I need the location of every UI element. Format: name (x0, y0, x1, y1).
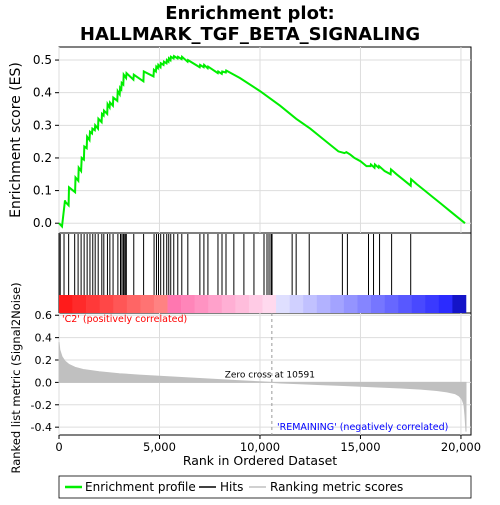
rank-band-segment (99, 295, 114, 313)
rank-band-segment (303, 295, 318, 313)
rank-band-segment (113, 295, 128, 313)
rank-band-segment (276, 295, 290, 313)
rank-band-segment (221, 295, 236, 313)
hit-marks (59, 234, 412, 295)
rank-band-segment (411, 295, 426, 313)
x-axis-label: Rank in Ordered Dataset (183, 453, 337, 468)
es-y-tick-label: 0.4 (33, 86, 52, 100)
rank-band-segment (72, 295, 87, 313)
es-y-tick-label: 0.3 (33, 118, 52, 132)
rank-band-segment (181, 295, 195, 313)
chart-title-line1: Enrichment plot: (165, 3, 335, 24)
rank-band-segment (371, 295, 385, 313)
x-tick-label: 20,000 (441, 440, 481, 454)
metric-area (58, 342, 467, 432)
rank-color-band (59, 295, 467, 313)
rank-band-segment (343, 295, 358, 313)
rank-band-segment (384, 295, 399, 313)
rank-band-segment (167, 295, 182, 313)
rank-band-segment (86, 295, 100, 313)
metric-y-tick-label: -0.2 (31, 399, 52, 412)
metric-y-tick-label: 0.6 (35, 309, 53, 322)
rank-band-segment (330, 295, 345, 313)
neg-corr-label: 'REMAINING' (negatively correlated) (277, 422, 448, 433)
rank-band-segment (438, 295, 453, 313)
metric-y-tick-label: -0.4 (31, 421, 52, 434)
legend-hits-label: Hits (220, 480, 243, 494)
rank-band-segment (262, 295, 277, 313)
es-y-tick-label: 0.0 (33, 216, 52, 230)
es-grid (58, 47, 471, 233)
es-line (58, 54, 466, 229)
x-tick-label: 5,000 (143, 440, 176, 454)
x-tick-label: 10,000 (240, 440, 280, 454)
rank-band-segment (153, 295, 168, 313)
rank-band-segment (194, 295, 209, 313)
metric-y-ticks: 0.6 0.4 0.2 0.0 -0.2 -0.4 (31, 309, 59, 434)
rank-band-segment (398, 295, 413, 313)
es-panel-frame (58, 46, 472, 234)
metric-y-tick-label: 0.0 (35, 376, 53, 389)
pos-corr-label: 'C2' (positively correlated) (62, 314, 187, 325)
rank-band-segment (357, 295, 372, 313)
rank-band-segment (425, 295, 440, 313)
x-ticks: 0 5,000 10,000 15,000 20,000 (55, 435, 481, 454)
chart-title-line2: HALLMARK_TGF_BETA_SIGNALING (80, 24, 420, 45)
rank-band-segment (235, 295, 250, 313)
rank-band-segment (208, 295, 223, 313)
rank-band-segment (140, 295, 155, 313)
metric-y-label: Ranked list metric (Signal2Noise) (9, 282, 23, 473)
rank-band-segment (59, 295, 73, 313)
rank-band-segment (452, 295, 467, 313)
legend-metric-label: Ranking metric scores (270, 480, 403, 494)
es-y-ticks: 0.0 0.1 0.2 0.3 0.4 0.5 (33, 53, 59, 230)
legend-es-label: Enrichment profile (85, 480, 196, 494)
rank-band-segment (248, 295, 263, 313)
rank-band-segment (289, 295, 304, 313)
es-y-tick-label: 0.5 (33, 53, 52, 67)
x-tick-label: 15,000 (340, 440, 380, 454)
es-y-label: Enrichment score (ES) (8, 62, 24, 218)
zero-cross-label: Zero cross at 10591 (225, 370, 315, 380)
es-y-tick-label: 0.1 (33, 184, 52, 198)
rank-band-segment (316, 295, 331, 313)
x-tick-label: 0 (55, 440, 62, 454)
rank-band-segment (126, 295, 141, 313)
es-y-tick-label: 0.2 (33, 151, 52, 165)
metric-y-tick-label: 0.2 (35, 354, 53, 367)
metric-y-tick-label: 0.4 (35, 332, 53, 345)
